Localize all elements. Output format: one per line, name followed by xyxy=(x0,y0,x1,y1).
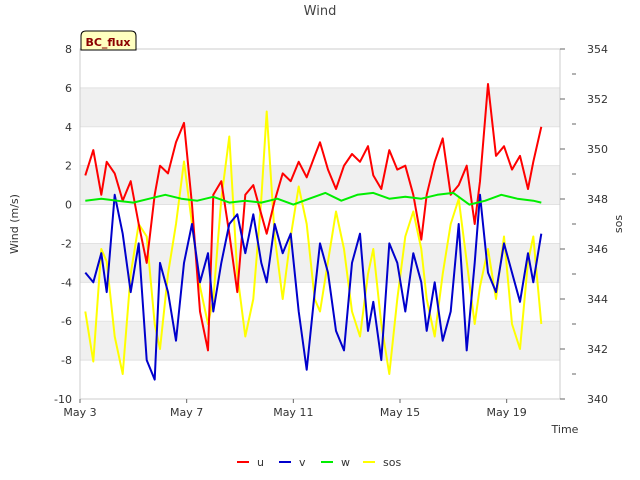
y-tick-label-0: -10 xyxy=(54,393,72,406)
y2-tick-label-6: 352 xyxy=(587,93,608,106)
x-tick-label-3: May 15 xyxy=(380,406,420,419)
grid-band-0 xyxy=(80,321,560,361)
left-axis: -10 -8 -6 -4 -2 0 2 4 6 8 xyxy=(54,43,72,406)
y-tick-label-1: -8 xyxy=(61,354,72,367)
y-axis-title: Wind (m/s) xyxy=(8,194,21,254)
y-tick-label-5: 0 xyxy=(65,199,72,212)
x-axis: May 3 May 7 May 11 May 15 May 19 xyxy=(63,399,527,419)
legend-label-v: v xyxy=(299,456,306,469)
series-line-u xyxy=(84,83,543,352)
x-axis-title: Time xyxy=(551,423,579,436)
legend-label-w: w xyxy=(341,456,350,469)
y2-tick-label-5: 350 xyxy=(587,143,608,156)
x-tick-label-0: May 3 xyxy=(63,406,96,419)
y2-tick-label-0: 340 xyxy=(587,393,608,406)
series-layer xyxy=(84,83,543,381)
y-tick-label-4: -2 xyxy=(61,237,72,250)
y2-tick-label-1: 342 xyxy=(587,343,608,356)
x-tick-label-2: May 11 xyxy=(273,406,313,419)
right-axis: 340 342 344 346 348 350 352 354 xyxy=(560,43,608,406)
x-tick-label-4: May 19 xyxy=(487,406,527,419)
y2-tick-label-4: 348 xyxy=(587,193,608,206)
y2-tick-label-3: 346 xyxy=(587,243,608,256)
series-line-v xyxy=(84,193,543,381)
legend: u v w sos xyxy=(237,456,401,469)
x-tick-label-1: May 7 xyxy=(170,406,203,419)
site-badge: BC_flux xyxy=(80,30,137,51)
plot-frame xyxy=(79,48,561,400)
y-tick-label-3: -4 xyxy=(61,276,72,289)
legend-label-u: u xyxy=(257,456,264,469)
legend-label-sos: sos xyxy=(383,456,401,469)
y-tick-label-8: 6 xyxy=(65,82,72,95)
y2-axis-title: sos xyxy=(612,215,625,233)
chart-title: Wind xyxy=(304,4,337,19)
site-badge-label: BC_flux xyxy=(85,36,130,49)
y2-tick-label-7: 354 xyxy=(587,43,608,56)
y-tick-label-7: 4 xyxy=(65,121,72,134)
site-badge-box xyxy=(80,30,137,51)
y-tick-label-6: 2 xyxy=(65,160,72,173)
grid-band-3 xyxy=(80,87,560,127)
y-tick-label-9: 8 xyxy=(65,43,72,56)
y-tick-label-2: -6 xyxy=(61,315,72,328)
series-line-w xyxy=(85,191,542,206)
y2-tick-label-2: 344 xyxy=(587,293,608,306)
